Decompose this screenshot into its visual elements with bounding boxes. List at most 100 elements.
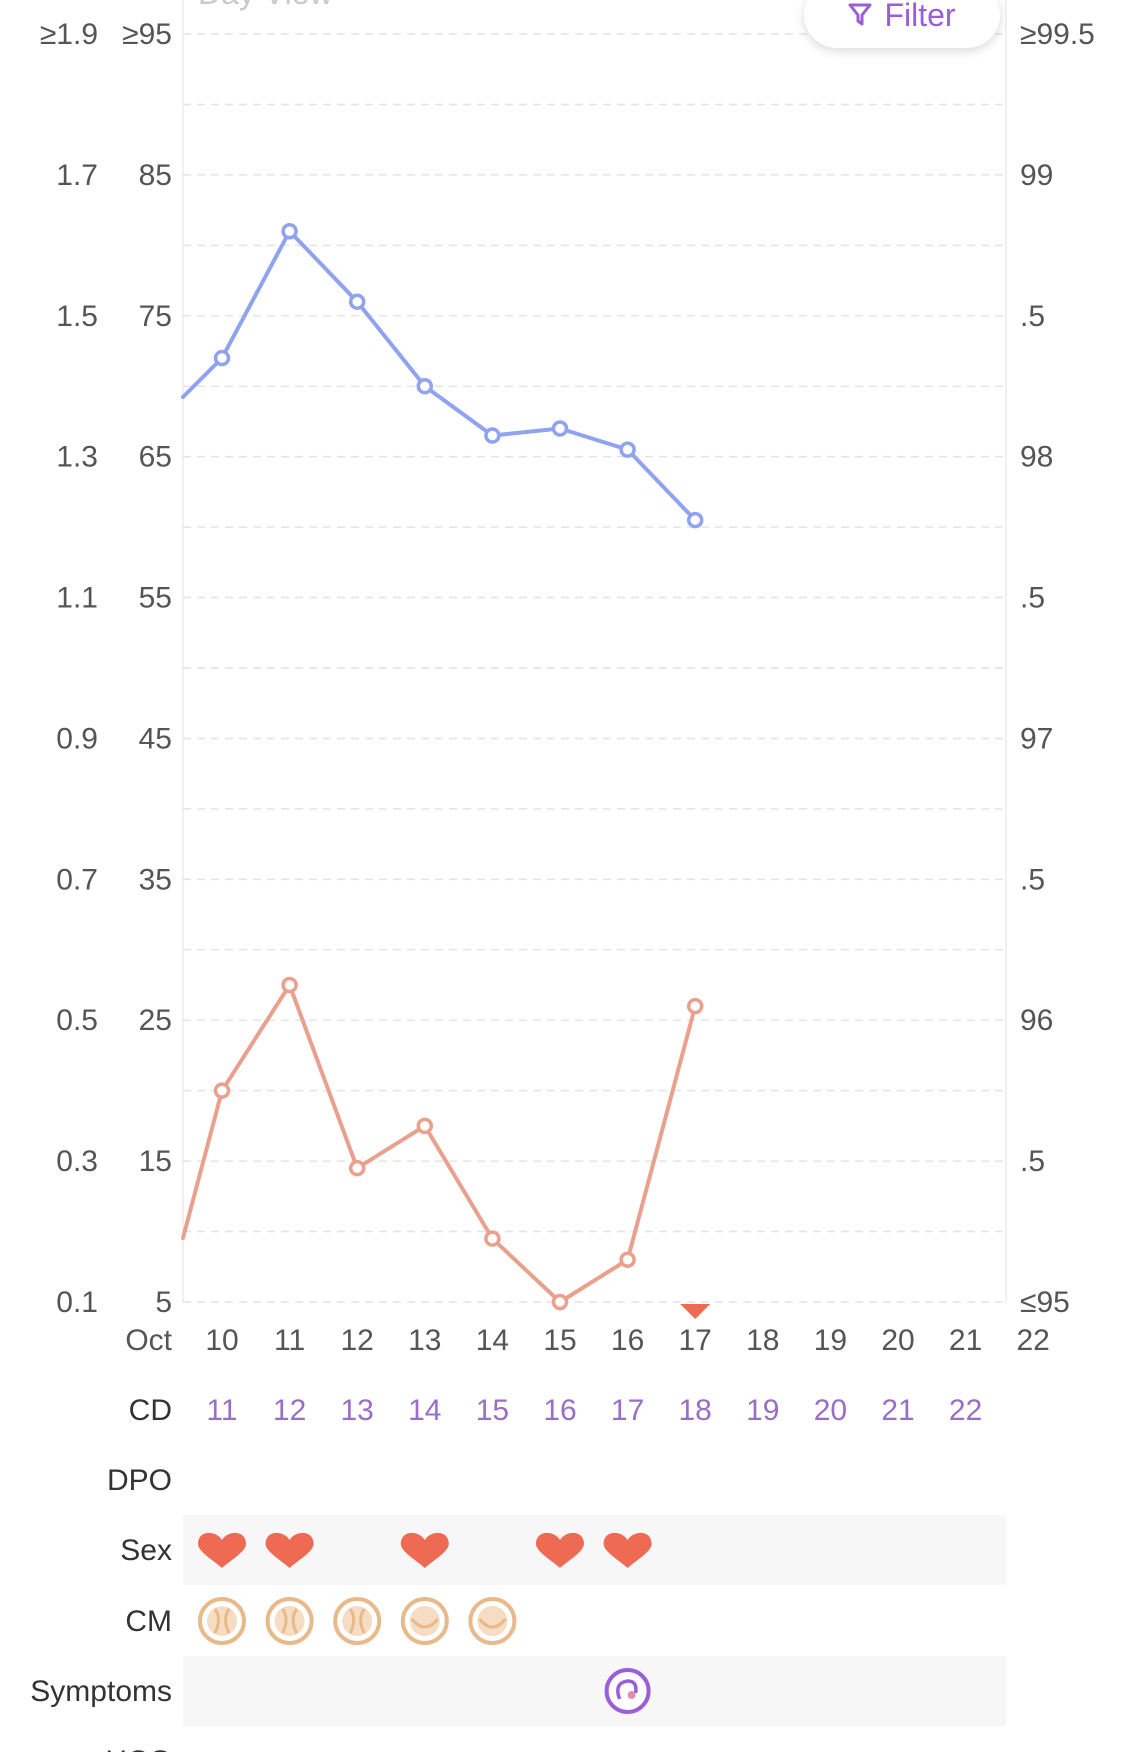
cd-value: 21: [881, 1394, 914, 1427]
cd-value: 18: [679, 1394, 712, 1427]
hcg-row-label: HCG: [105, 1745, 172, 1752]
symptoms-row-label: Symptoms: [30, 1675, 172, 1708]
cd-value: 22: [949, 1394, 982, 1427]
series-line: [181, 983, 698, 1304]
heart-icon: [198, 1532, 246, 1568]
x-tick-label: 18: [746, 1324, 779, 1357]
data-point: [551, 1293, 569, 1311]
cm-icon-shape: [478, 1618, 507, 1629]
heart-icon: [536, 1532, 584, 1568]
left-axis-outer-tick: 1.1: [56, 582, 98, 615]
data-point: [484, 427, 501, 444]
tracking-rows: CD 11 12 13 14 15 16 17 18 19 20 21 22 DPO Sex CM Sympto…: [30, 1394, 982, 1757]
symptom-icon-ring: [604, 1668, 651, 1714]
cd-value: 15: [476, 1394, 509, 1427]
right-axis-tick: ≤95: [1020, 1286, 1070, 1319]
left-axis-outer-tick: 1.5: [56, 300, 98, 333]
x-tick-label: 19: [814, 1324, 847, 1357]
cd-value: 14: [408, 1394, 441, 1427]
left-axis-inner-tick: 45: [139, 722, 172, 755]
cervical-mucus-icon: [468, 1597, 517, 1645]
cd-value: 16: [543, 1394, 576, 1427]
symptoms-row-band: [183, 1656, 1006, 1726]
filter-icon: [848, 3, 872, 26]
cervical-mucus-icon: [333, 1597, 382, 1645]
data-point: [281, 222, 298, 240]
x-tick-label: 10: [205, 1324, 238, 1357]
data-point: [551, 420, 569, 437]
left-axis-outer-tick: ≥1.9: [40, 18, 98, 51]
data-point: [416, 1117, 434, 1135]
right-axis-tick: .5: [1020, 1145, 1045, 1178]
cd-value: 11: [206, 1394, 237, 1427]
data-point: [484, 1230, 501, 1247]
filter-label: Filter: [884, 0, 956, 33]
x-tick-label: 16: [611, 1324, 644, 1357]
dpo-row-label: DPO: [107, 1464, 172, 1497]
heart-icon: [265, 1532, 314, 1568]
left-axis-outer-tick: 1.3: [56, 441, 98, 474]
series-line: [181, 229, 698, 523]
cm-icon-shape: [213, 1608, 231, 1634]
data-point: [348, 1159, 366, 1177]
data-point: [281, 976, 298, 994]
symptom-icon-shape: [616, 1679, 638, 1700]
x-tick-label: 22: [1017, 1324, 1050, 1357]
cm-icon-fill: [477, 1606, 508, 1636]
right-axis-tick: .5: [1020, 582, 1045, 615]
filter-button[interactable]: Filter: [804, 0, 1000, 48]
cd-value: 13: [341, 1394, 374, 1427]
data-point: [619, 441, 636, 458]
left-axis-inner-tick: 85: [139, 159, 172, 192]
x-tick-label: 13: [408, 1324, 441, 1357]
sex-row-band: [183, 1515, 1006, 1585]
data-point: [213, 1082, 231, 1099]
data-point: [213, 349, 231, 367]
cervical-mucus-icon: [265, 1597, 314, 1645]
x-month-label: Oct: [125, 1324, 172, 1357]
cm-icon-fill: [409, 1606, 440, 1636]
right-axis-tick: .5: [1020, 863, 1045, 896]
cd-value: 20: [814, 1394, 847, 1427]
data-point: [686, 511, 704, 529]
cd-value: 12: [273, 1394, 306, 1427]
left-axis-outer-tick: 0.5: [56, 1004, 98, 1037]
cm-icon-shape: [410, 1618, 439, 1629]
right-axis-tick: 99: [1020, 159, 1053, 192]
x-tick-label: 11: [274, 1324, 305, 1357]
right-axis-tick: 98: [1020, 441, 1053, 474]
symptom-icon-dot: [627, 1691, 636, 1699]
ovulation-marker-icon: [680, 1304, 711, 1319]
left-axis-inner-tick: 75: [139, 300, 172, 333]
left-axis-outer-tick: 0.7: [56, 863, 98, 896]
x-tick-label: 14: [476, 1324, 509, 1357]
axis-labels: ≥1.9 ≥95 ≥99.5 1.7 85 99 1.5 75 .5 1.3 65 98 1.1 55 .5…: [40, 18, 1095, 1357]
right-axis-tick: ≥99.5: [1020, 18, 1095, 51]
x-tick-label: 20: [881, 1324, 914, 1357]
cervical-mucus-icon: [400, 1597, 449, 1645]
x-tick-label: 15: [543, 1324, 576, 1357]
data-point: [416, 377, 434, 395]
grid-lines: [182, 0, 1007, 1303]
left-axis-outer-tick: 1.7: [56, 159, 98, 192]
left-axis-inner-tick: 35: [139, 863, 172, 896]
cd-row-label: CD: [129, 1394, 172, 1427]
left-axis-inner-tick: 55: [139, 582, 172, 615]
heart-icon: [400, 1532, 449, 1568]
x-tick-label: 21: [949, 1324, 982, 1357]
cm-icon-fill: [207, 1606, 237, 1636]
cervical-mucus-icon: [198, 1597, 246, 1645]
x-tick-label: 12: [341, 1324, 374, 1357]
cm-icon-shape: [281, 1608, 298, 1634]
row-bands: [183, 1515, 1006, 1726]
cm-icon-shape: [348, 1608, 366, 1634]
left-axis-outer-tick: 0.3: [56, 1145, 98, 1178]
right-axis-tick: .5: [1020, 300, 1045, 333]
left-axis-inner-tick: 5: [155, 1286, 172, 1319]
left-axis-inner-tick: ≥95: [122, 18, 172, 51]
cm-row-label: CM: [125, 1605, 172, 1638]
symptom-icon: [604, 1668, 651, 1714]
heart-icon: [603, 1532, 652, 1568]
data-point: [686, 997, 704, 1015]
left-axis-inner-tick: 15: [139, 1145, 172, 1178]
